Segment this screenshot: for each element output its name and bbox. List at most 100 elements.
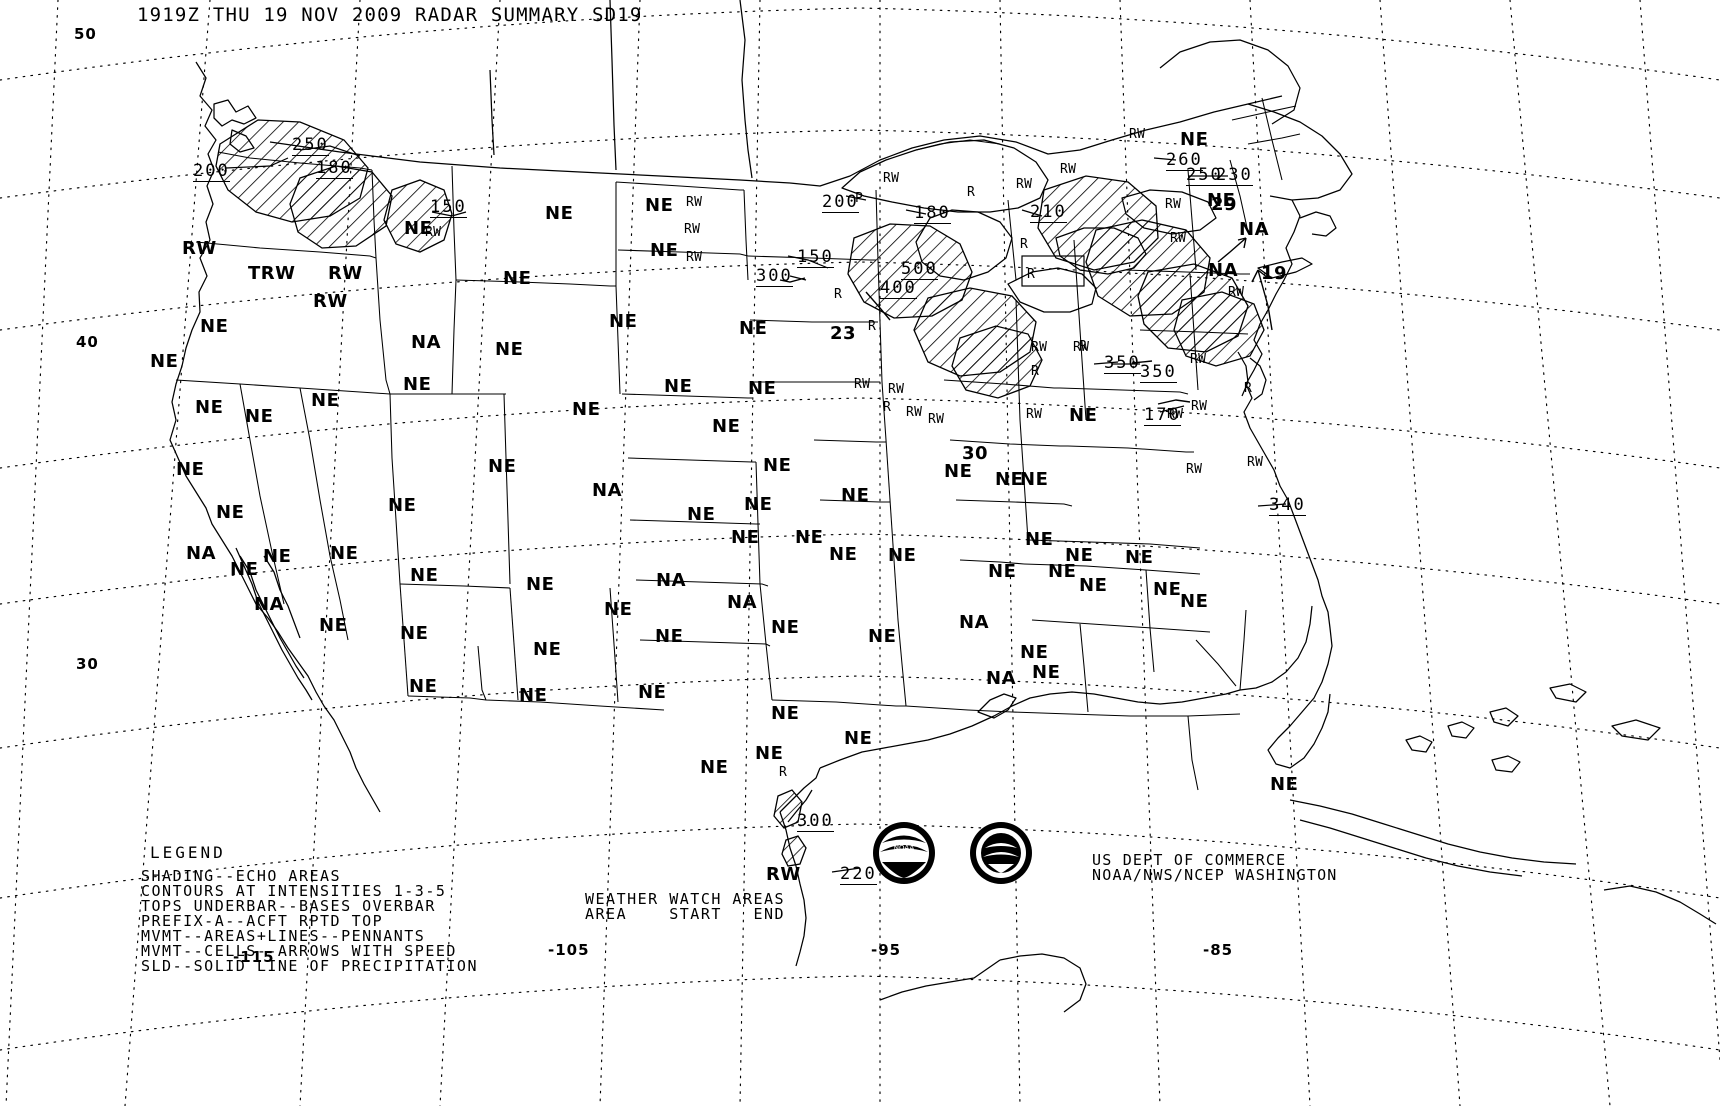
movement-symbols (779, 237, 1273, 405)
longitude-label-95: -95 (871, 941, 902, 959)
station-report-ne: NE (195, 397, 224, 418)
station-report-r: R (1027, 267, 1036, 282)
longitude-label-115: -115 (233, 948, 275, 966)
station-report-ne: NE (319, 615, 348, 636)
station-report-ne: NE (1048, 561, 1077, 582)
station-report-rw: RW (766, 864, 801, 885)
station-report-ne: NE (403, 374, 432, 395)
station-report-na: NA (986, 668, 1016, 689)
station-report-ne: NE (655, 626, 684, 647)
station-report-na: NA (656, 570, 686, 591)
cell-speed-label: 29 (1211, 194, 1238, 215)
echo-top-label: 150 (430, 197, 467, 218)
station-report-ne: NE (755, 743, 784, 764)
station-report-ne: NE (645, 195, 674, 216)
station-report-ne: NE (330, 543, 359, 564)
station-report-rw: RW (1165, 197, 1182, 212)
station-report-ne: NE (263, 546, 292, 567)
echo-areas (215, 119, 1265, 867)
weather-watch-box (1021, 255, 1085, 287)
station-report-ne: NE (1125, 547, 1154, 568)
station-report-ne: NE (410, 565, 439, 586)
station-report-ne: NE (739, 318, 768, 339)
legend-line-1: SHADING--ECHO AREAS (141, 867, 342, 885)
longitude-label-85: -85 (1203, 941, 1234, 959)
station-report-rw: RW (1073, 340, 1090, 355)
echo-top-label: 400 (880, 278, 917, 299)
station-report-r: R (1020, 237, 1029, 252)
credit-line-1: US DEPT OF COMMERCE (1092, 851, 1287, 869)
station-report-ne: NE (545, 203, 574, 224)
svg-text:NOAA: NOAA (894, 844, 915, 852)
station-report-ne: NE (829, 544, 858, 565)
station-report-ne: NE (1025, 529, 1054, 550)
echo-top-label: 200 (193, 161, 230, 182)
station-report-rw: RW (888, 382, 905, 397)
station-report-rw: RW (328, 263, 363, 284)
echo-top-label: 210 (1030, 202, 1067, 223)
station-report-ne: NE (1020, 642, 1049, 663)
station-report-rw: RW (182, 238, 217, 259)
station-report-ne: NE (1153, 579, 1182, 600)
legend-line-4: PREFIX-A--ACFT RPTD TOP (141, 912, 384, 930)
station-report-rw: RW (1186, 462, 1203, 477)
station-report-ne: NE (1180, 129, 1209, 150)
station-report-rw: RW (1026, 407, 1043, 422)
station-report-ne: NE (844, 728, 873, 749)
station-report-ne: NE (664, 376, 693, 397)
station-report-ne: NE (311, 390, 340, 411)
echo-top-label: 350 (1140, 362, 1177, 383)
echo-top-label: 250 (292, 135, 329, 156)
echo-top-label: 300 (797, 811, 834, 832)
echo-top-label: 150 (797, 247, 834, 268)
station-report-ne: NE (795, 527, 824, 548)
station-report-rw: RW (928, 412, 945, 427)
station-report-ne: NE (650, 240, 679, 261)
station-report-r: R (967, 185, 976, 200)
echo-top-label: 300 (756, 266, 793, 287)
station-report-ne: NE (841, 485, 870, 506)
station-report-ne: NE (503, 268, 532, 289)
station-report-ne: NE (712, 416, 741, 437)
echo-top-label: 500 (901, 259, 938, 280)
station-report-na: NA (411, 332, 441, 353)
station-report-na: NA (1239, 219, 1269, 240)
station-report-ne: NE (388, 495, 417, 516)
station-report-ne: NE (150, 351, 179, 372)
station-report-ne: NE (638, 682, 667, 703)
page-title: 1919Z THU 19 NOV 2009 RADAR SUMMARY SD19 (137, 4, 643, 26)
station-report-ne: NE (609, 311, 638, 332)
legend-heading: LEGEND (150, 843, 226, 862)
station-report-ne: NE (526, 574, 555, 595)
station-report-rw: RW (1016, 177, 1033, 192)
echo-top-label: 230 (1216, 165, 1253, 186)
station-report-rw: RW (1170, 231, 1187, 246)
latitude-label-30: 30 (76, 655, 99, 673)
station-report-rw: RW (883, 171, 900, 186)
station-report-rw: RW (686, 250, 703, 265)
station-report-ne: NE (944, 461, 973, 482)
station-report-rw: RW (1031, 340, 1048, 355)
echo-top-label: 200 (822, 192, 859, 213)
station-report-rw: RW (684, 222, 701, 237)
station-report-p: P (855, 191, 864, 206)
station-report-ne: NE (771, 703, 800, 724)
station-report-ne: NE (700, 757, 729, 778)
station-report-ne: NE (176, 459, 205, 480)
station-report-ne: NE (404, 218, 433, 239)
echo-top-label: 250 (1186, 165, 1223, 186)
station-report-ne: NE (868, 626, 897, 647)
station-report-ne: NE (1020, 469, 1049, 490)
station-report-ne: NE (519, 685, 548, 706)
legend-line-7: SLD--SOLID LINE OF PRECIPITATION (141, 957, 478, 975)
station-report-ne: NE (533, 639, 562, 660)
legend-line-3: TOPS UNDERBAR--BASES OVERBAR (141, 897, 436, 915)
station-report-ne: NE (771, 617, 800, 638)
station-report-ne: NE (1207, 190, 1236, 211)
cell-speed-label: 23 (830, 323, 857, 344)
station-report-ne: NE (230, 559, 259, 580)
state-borders (175, 97, 1301, 791)
station-report-trw: TRW (248, 263, 296, 284)
